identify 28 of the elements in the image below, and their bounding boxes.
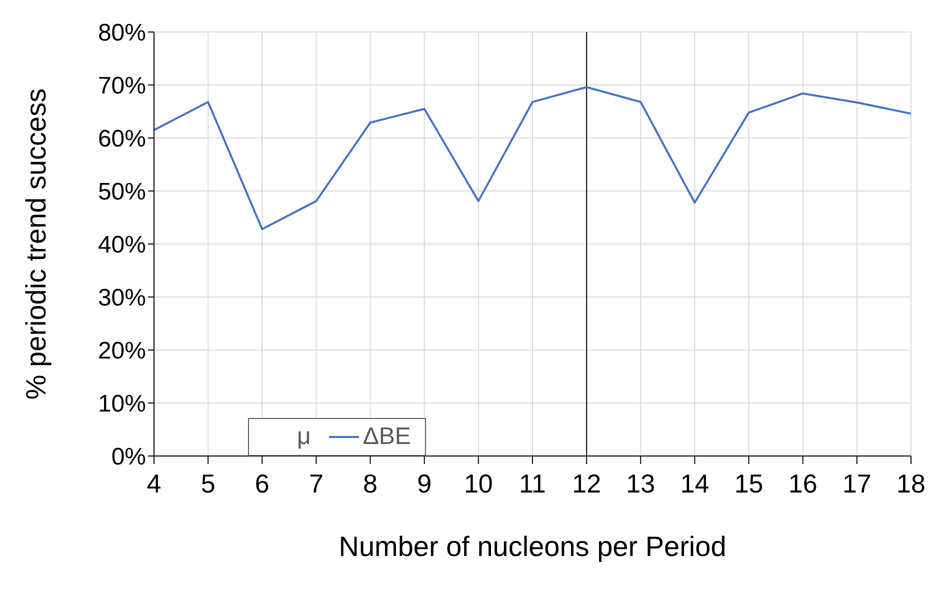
x-tick-label: 10 bbox=[464, 468, 493, 498]
y-tick-label: 80% bbox=[98, 20, 146, 47]
y-tick-label: 20% bbox=[98, 338, 146, 365]
y-tick-label: 10% bbox=[98, 390, 146, 418]
y-tick-label: 50% bbox=[98, 178, 146, 206]
y-tick-label: 40% bbox=[98, 232, 146, 259]
y-tick-label: 30% bbox=[98, 284, 146, 312]
y-tick-label: 60% bbox=[98, 126, 146, 153]
x-tick-label: 6 bbox=[254, 468, 270, 498]
x-tick-label: 15 bbox=[734, 468, 764, 498]
x-tick-label: 5 bbox=[200, 468, 216, 498]
x-tick-label: 13 bbox=[626, 468, 656, 498]
legend-label: ΔBE bbox=[362, 423, 411, 451]
x-tick-label: 11 bbox=[519, 468, 546, 498]
y-tick-label: 0% bbox=[111, 444, 146, 471]
x-tick-label: 14 bbox=[680, 468, 710, 498]
x-tick-label: 18 bbox=[896, 468, 926, 498]
x-tick-label: 16 bbox=[788, 468, 818, 498]
x-tick-label: 17 bbox=[842, 468, 872, 498]
x-tick-label: 8 bbox=[363, 468, 378, 498]
x-axis-title: Number of nucleons per Period bbox=[338, 531, 726, 562]
x-tick-label: 4 bbox=[146, 468, 162, 498]
x-tick-label: 9 bbox=[417, 468, 432, 498]
text: μ bbox=[297, 423, 311, 451]
x-tick-label: 12 bbox=[572, 468, 602, 498]
y-tick-label: 70% bbox=[98, 72, 146, 100]
y-axis-title: % periodic trend success bbox=[20, 88, 52, 400]
x-tick-label: 7 bbox=[308, 468, 324, 498]
